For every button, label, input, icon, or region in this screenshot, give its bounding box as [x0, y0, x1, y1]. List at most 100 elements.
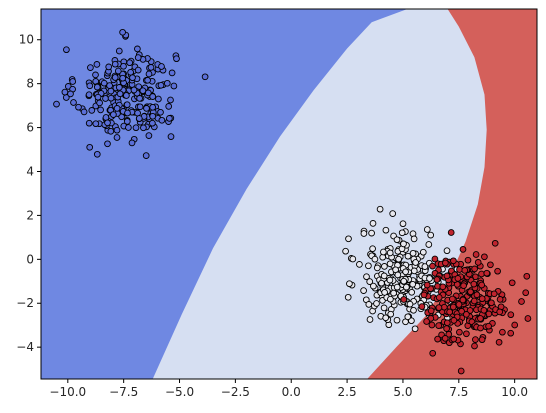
data-point	[449, 303, 457, 311]
data-point	[92, 71, 99, 79]
data-point	[423, 318, 430, 325]
data-point	[344, 293, 352, 301]
data-point	[428, 321, 436, 329]
data-point	[102, 95, 109, 102]
data-point	[346, 280, 353, 288]
data-point	[110, 111, 117, 118]
data-point	[477, 315, 484, 322]
data-point	[420, 291, 428, 299]
data-point	[386, 276, 394, 284]
data-point	[471, 265, 478, 273]
data-point	[143, 105, 150, 112]
data-point	[158, 116, 166, 124]
data-point	[97, 106, 104, 114]
data-point	[134, 45, 141, 53]
data-point	[456, 266, 463, 273]
data-point	[478, 270, 485, 278]
data-point	[421, 263, 429, 270]
x-axis: −10.0 −7.5 −5.0 −2.5 0.0 2.5 5.0 7.5 10.0	[49, 379, 528, 399]
data-point	[481, 253, 488, 261]
data-point	[167, 96, 174, 104]
data-point	[461, 267, 469, 274]
data-point	[439, 283, 447, 291]
data-point	[393, 283, 401, 291]
data-point	[459, 296, 467, 304]
data-point	[433, 276, 441, 283]
data-point	[111, 60, 119, 68]
data-point	[435, 322, 443, 329]
y-tick-label: 10	[19, 33, 34, 47]
series-class-1	[342, 205, 461, 333]
data-point	[127, 68, 134, 76]
data-point	[423, 281, 431, 289]
data-point	[471, 342, 478, 350]
scatter-points	[53, 28, 532, 375]
data-point	[389, 210, 397, 217]
data-point	[455, 301, 463, 308]
data-point	[399, 220, 407, 228]
data-point	[106, 82, 113, 89]
data-point	[423, 226, 431, 233]
data-point	[443, 272, 451, 280]
data-point	[369, 245, 376, 253]
data-point	[163, 79, 171, 87]
data-point	[53, 100, 60, 108]
data-point	[434, 335, 441, 343]
data-point	[386, 249, 394, 257]
data-point	[400, 296, 408, 303]
x-tick-label: 5.0	[393, 385, 412, 399]
data-point	[115, 47, 123, 55]
data-point	[394, 271, 402, 279]
data-point	[477, 324, 484, 332]
data-point	[144, 76, 151, 84]
data-point	[87, 64, 94, 71]
data-point	[456, 328, 463, 336]
data-point	[119, 28, 126, 36]
data-point	[472, 251, 480, 258]
region-class-2	[367, 9, 537, 379]
data-point	[170, 82, 178, 90]
data-point	[366, 278, 374, 285]
x-tick-label: 7.5	[449, 385, 468, 399]
data-point	[129, 74, 136, 82]
data-point	[490, 290, 498, 298]
data-point	[123, 101, 131, 109]
series-class-0	[53, 28, 209, 159]
data-point	[165, 103, 173, 110]
data-point	[80, 108, 88, 116]
data-point	[378, 279, 385, 287]
data-point	[495, 338, 503, 346]
data-point	[431, 255, 439, 263]
data-point	[96, 99, 103, 107]
data-point	[88, 107, 96, 114]
data-point	[429, 349, 437, 357]
data-point	[387, 310, 395, 318]
data-point	[496, 296, 504, 303]
data-point	[499, 328, 506, 336]
data-point	[113, 134, 121, 141]
data-point	[524, 315, 532, 322]
data-point	[463, 330, 470, 338]
data-point	[480, 306, 488, 314]
x-tick-label: −10.0	[49, 385, 86, 399]
y-tick-label: 8	[26, 77, 34, 91]
data-point	[92, 120, 100, 128]
data-point	[478, 295, 486, 303]
data-point	[460, 282, 467, 290]
x-tick-label: −7.5	[109, 385, 138, 399]
data-point	[494, 267, 501, 275]
data-point	[426, 275, 433, 282]
data-point	[445, 330, 453, 338]
data-point	[408, 288, 416, 296]
data-point	[406, 300, 414, 308]
data-point	[464, 256, 472, 264]
data-point	[115, 84, 123, 91]
data-point	[342, 247, 349, 255]
data-point	[363, 273, 370, 281]
data-point	[467, 288, 474, 296]
data-point	[111, 74, 119, 81]
data-point	[478, 336, 486, 344]
data-point	[63, 46, 70, 54]
data-point	[400, 240, 407, 248]
y-axis: −4 −2 0 2 4 6 8 10	[16, 33, 41, 354]
